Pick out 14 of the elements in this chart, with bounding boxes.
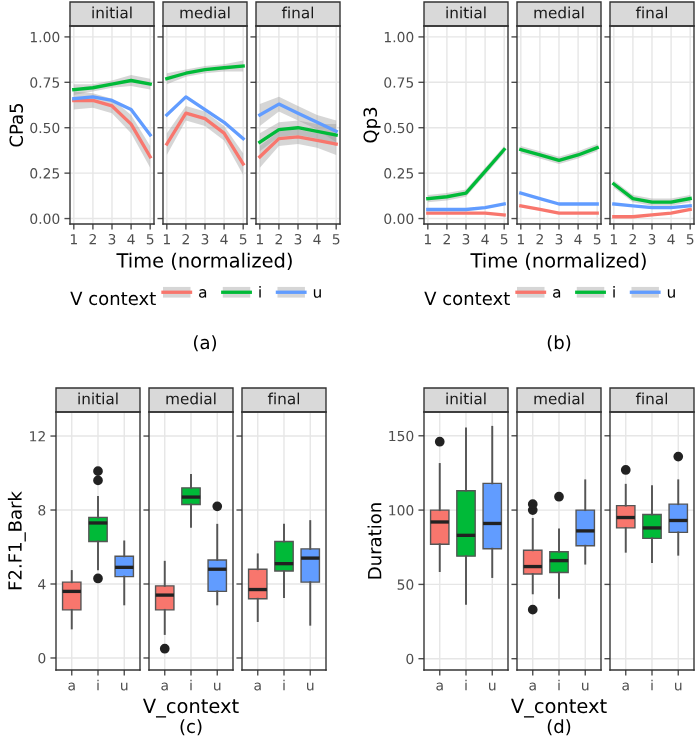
y-axis-title: Duration [367, 503, 382, 579]
y-axis-title: CPa5 [9, 103, 24, 147]
legend-title: V context [70, 291, 156, 306]
text: (a) [193, 335, 217, 352]
x-axis-title: Time (normalized) [470, 252, 646, 271]
text: (d) [547, 719, 571, 736]
legend-title: V context [424, 291, 510, 306]
text: (c) [180, 719, 202, 736]
y-axis-title: Qp3 [363, 107, 381, 143]
y-axis-title: F2.F1_Bark [7, 491, 26, 590]
x-axis-title: Time (normalized) [116, 252, 292, 271]
text: (b) [547, 335, 571, 352]
x-axis-title: V_context [143, 698, 239, 718]
x-axis-title: V_context [511, 698, 607, 718]
